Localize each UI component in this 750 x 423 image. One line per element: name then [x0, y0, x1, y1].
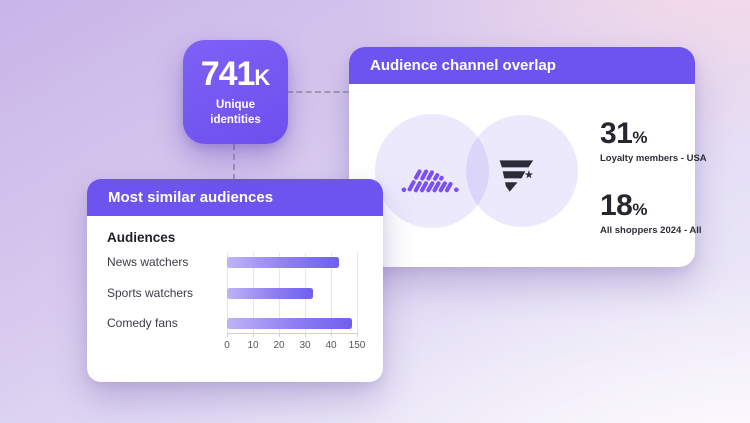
unique-identities-card: 741K Unique identities — [183, 40, 288, 144]
similar-audiences-bar-chart: News watchers Sports watchers Comedy fans … — [107, 253, 367, 356]
gridline — [357, 253, 358, 333]
tick-label: 10 — [247, 340, 259, 351]
similar-card-header: Most similar audiences — [87, 179, 383, 216]
bar-chart-tick-labels: 0 10 20 30 40 150 — [224, 340, 365, 356]
axis-tick — [279, 333, 280, 337]
bar — [227, 287, 313, 299]
overlap-card-header: Audience channel overlap — [349, 47, 695, 84]
venn-circle-right — [466, 115, 578, 227]
similar-card-title: Most similar audiences — [108, 189, 274, 206]
unique-identities-value: 741K — [200, 54, 271, 93]
venn-diagram — [375, 114, 579, 228]
tick-label: 20 — [273, 340, 285, 351]
tick-label: 40 — [325, 340, 337, 351]
tick-label: 150 — [348, 340, 366, 351]
axis-tick — [305, 333, 306, 337]
bar-label: Sports watchers — [107, 285, 194, 300]
axis-tick — [227, 333, 228, 337]
tick-label: 0 — [224, 340, 230, 351]
overlap-stat-loyalty: 31% Loyalty members - USA — [600, 117, 707, 164]
stat-value: 31% — [600, 117, 648, 150]
unique-identities-label: Unique identities — [210, 98, 261, 126]
dotted-mountain-analytics-logo-icon — [401, 168, 459, 193]
most-similar-audiences-card: Most similar audiences Audiences News wa… — [87, 179, 383, 382]
bar-label: Comedy fans — [107, 316, 178, 330]
dashed-connector-vertical — [233, 144, 235, 180]
e-star-brand-logo-icon — [499, 160, 534, 192]
axis-tick — [253, 333, 254, 337]
overlap-stat-shoppers: 18% All shoppers 2024 - All — [600, 189, 702, 236]
bar-label: News watchers — [107, 255, 189, 269]
stat-label: Loyalty members - USA — [600, 153, 707, 164]
bar — [227, 318, 352, 329]
bar — [227, 257, 339, 268]
stat-value: 18% — [600, 189, 648, 222]
overlap-card-title: Audience channel overlap — [370, 57, 556, 74]
stat-label: All shoppers 2024 - All — [600, 225, 702, 236]
chart-axis-title: Audiences — [107, 230, 176, 245]
gridline — [331, 253, 332, 333]
axis-tick — [331, 333, 332, 337]
tick-label: 30 — [299, 340, 311, 351]
bar-chart-plot: News watchers Sports watchers Comedy fans — [107, 253, 358, 337]
audience-channel-overlap-card: Audience channel overlap — [349, 47, 707, 267]
dashed-connector-horizontal — [287, 91, 349, 93]
axis-tick — [357, 333, 358, 337]
